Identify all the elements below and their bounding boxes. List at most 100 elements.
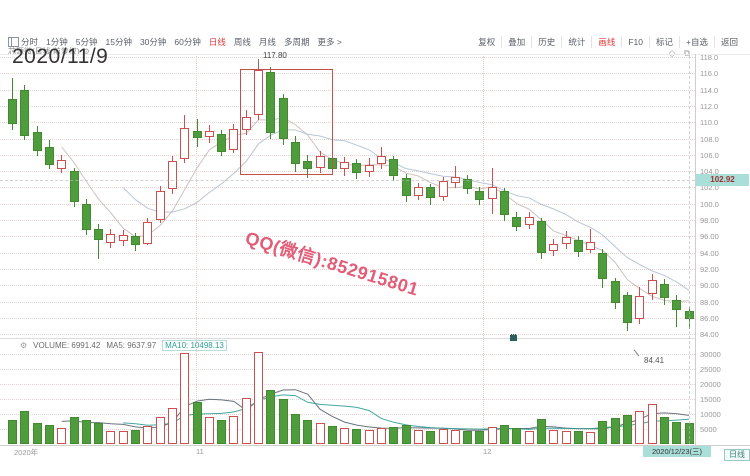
diamond-icon[interactable]: ◇ (668, 48, 676, 58)
volume-value: VOLUME: 6991.42 (33, 340, 101, 350)
action-button-2[interactable]: 历史 (531, 36, 561, 48)
volume-bar (672, 422, 682, 444)
period-tab-0[interactable]: 分时 (21, 37, 39, 47)
price-axis-label: 106.0 (700, 150, 719, 160)
volume-axis-label: 25000 (700, 365, 721, 374)
volume-ma10[interactable]: MA10: 10498.13 (162, 339, 227, 351)
volume-gear-icon[interactable]: ⚙ (20, 340, 28, 350)
volume-bar (598, 420, 608, 444)
volume-bar (463, 431, 473, 444)
period-tab-9[interactable]: 多周期 (283, 37, 310, 47)
price-gridline (0, 57, 695, 58)
action-button-8[interactable]: 返回 (713, 36, 744, 48)
candle (229, 128, 239, 150)
volume-gridline (0, 384, 695, 385)
price-gridline (0, 105, 695, 107)
period-tab-5[interactable]: 60分钟 (174, 37, 201, 47)
stock-title: 芯源微(日线 前复权) (8, 47, 80, 56)
period-tab-4[interactable]: 30分钟 (139, 37, 167, 47)
candle (623, 294, 632, 324)
volume-axis-label: 15000 (700, 395, 721, 404)
price-gridline (0, 317, 695, 319)
pane-divider-handle[interactable] (510, 334, 517, 341)
candle (94, 228, 104, 240)
volume-bar (57, 428, 67, 444)
volume-bar (32, 423, 42, 444)
stock-subbar: 芯源微(日线 前复权) ⚙ (8, 47, 90, 56)
candle (131, 236, 140, 246)
candle (500, 191, 509, 216)
price-gridline (0, 73, 695, 75)
period-tab-3[interactable]: 15分钟 (105, 37, 132, 47)
volume-gridline (0, 399, 695, 400)
period-tab-1[interactable]: 1分钟 (46, 37, 68, 47)
annotation-date-text[interactable]: 2020/11/9 (12, 45, 109, 68)
candle (524, 216, 534, 225)
crosshair-date-tag: 2020/12/23(三) (643, 446, 711, 457)
volume-axis-label: 10000 (700, 410, 721, 419)
candle (389, 158, 399, 176)
action-button-0[interactable]: 复权 (478, 37, 496, 47)
volume-bar (659, 417, 669, 444)
high-point-label: 117.80 (263, 51, 287, 60)
bottom-period-tab[interactable]: 日线 (724, 449, 750, 461)
volume-gridline (0, 414, 695, 415)
period-tab-7[interactable]: 周线 (233, 37, 251, 47)
candle (69, 171, 79, 203)
volume-bar (327, 426, 337, 444)
volume-bar (438, 429, 448, 444)
price-axis-label: 110.0 (700, 118, 719, 128)
action-button-4[interactable]: 画线 (591, 36, 621, 48)
period-tab-6[interactable]: 日线 (208, 37, 226, 47)
volume-bar (487, 427, 497, 444)
volume-bar (94, 423, 104, 444)
volume-bar (69, 417, 79, 444)
volume-bar (143, 426, 153, 444)
volume-bar (44, 424, 54, 444)
candle (254, 70, 263, 115)
pane-divider[interactable] (0, 338, 695, 339)
volume-bar (131, 429, 140, 444)
candle (672, 299, 682, 311)
period-tab-8[interactable]: 月线 (258, 37, 276, 47)
action-button-1[interactable]: 叠加 (501, 36, 531, 48)
candle (118, 235, 128, 242)
candle (438, 180, 448, 198)
action-button-5[interactable]: F10 (621, 37, 649, 47)
gear-icon[interactable]: ⚙ (82, 47, 90, 56)
price-gridline (0, 285, 695, 287)
high-point-leader (258, 60, 259, 67)
pane-corner-icons: ◇ ⧉ (669, 48, 690, 59)
top-toolbar: 分时 1分钟 5分钟 15分钟 30分钟 60分钟 日线 周线 月线 多周期 更多 > 复权 叠加 历史… (8, 36, 744, 48)
volume-bar (610, 418, 620, 444)
action-button-7[interactable]: +自选 (679, 36, 714, 48)
candle (20, 90, 30, 137)
volume-bar (524, 431, 534, 444)
candle (647, 280, 657, 295)
volume-bar (475, 430, 485, 444)
annotation-rectangle[interactable] (240, 69, 333, 175)
volume-bar (340, 427, 350, 444)
volume-bar (290, 414, 300, 444)
price-gridline (0, 154, 695, 156)
candle (81, 203, 91, 230)
candle (8, 99, 17, 124)
volume-axis-label: 20000 (700, 380, 721, 389)
candle (598, 252, 608, 279)
action-button-3[interactable]: 统计 (561, 36, 591, 48)
volume-ma5: MA5: 9637.97 (106, 340, 157, 350)
price-axis-label: 118.0 (700, 53, 719, 62)
price-axis-label: 98.00 (700, 216, 719, 225)
maximize-icon[interactable]: ⧉ (683, 48, 690, 58)
candle (377, 156, 386, 164)
price-gridline (0, 203, 695, 205)
period-tabs: 分时 1分钟 5分钟 15分钟 30分钟 60分钟 日线 周线 月线 多周期 更多 > (21, 36, 342, 48)
action-button-6[interactable]: 标记 (649, 36, 679, 48)
month-gridline (483, 56, 484, 444)
period-tab-10[interactable]: 更多 > (317, 37, 342, 47)
volume-bar (204, 417, 214, 444)
volume-bar (512, 428, 522, 444)
period-tab-2[interactable]: 5分钟 (75, 37, 98, 47)
price-axis-label: 88.00 (700, 297, 719, 307)
layout-icon[interactable] (8, 37, 19, 47)
